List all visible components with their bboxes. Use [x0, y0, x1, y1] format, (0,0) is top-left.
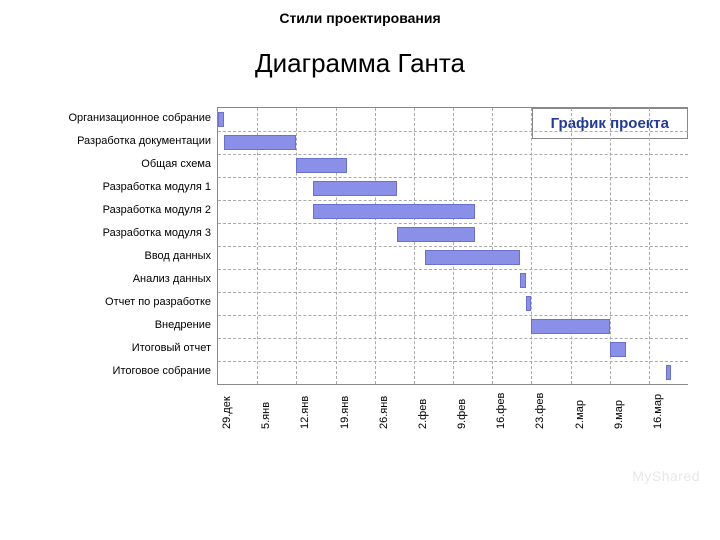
v-gridline: [296, 108, 297, 384]
x-tick-label: 12.янв: [299, 396, 311, 429]
gantt-bar: [313, 204, 475, 219]
v-gridline: [571, 108, 572, 384]
x-tick-label: 9.мар: [613, 400, 625, 429]
v-gridline: [414, 108, 415, 384]
x-tick-label: 9.фев: [456, 399, 468, 429]
gantt-bar: [666, 365, 672, 380]
x-tick-label: 5.янв: [260, 402, 272, 429]
gantt-bar: [296, 158, 346, 173]
v-gridline: [453, 108, 454, 384]
gantt-bar: [526, 296, 532, 311]
gantt-chart: Организационное собраниеРазработка докум…: [32, 107, 720, 449]
gantt-bar: [531, 319, 609, 334]
gantt-plot-area: График проекта: [217, 107, 688, 385]
v-gridline: [649, 108, 650, 384]
chart-title: Диаграмма Ганта: [0, 48, 720, 79]
task-labels-column: Организационное собраниеРазработка докум…: [32, 107, 217, 385]
v-gridline: [492, 108, 493, 384]
task-label: Итоговое собрание: [32, 360, 217, 383]
gantt-bar: [313, 181, 397, 196]
x-tick-label: 29.дек: [221, 396, 233, 429]
task-label: Анализ данных: [32, 268, 217, 291]
task-label: Разработка документации: [32, 130, 217, 153]
gantt-bar: [218, 112, 224, 127]
watermark-text: MyShared: [632, 468, 700, 484]
gantt-bar: [224, 135, 297, 150]
task-label: Итоговый отчет: [32, 337, 217, 360]
gantt-bar: [397, 227, 475, 242]
x-axis-ticks: 29.дек 5.янв 12.янв 19.янв 26.янв 2.фев 9.фев 1…: [32, 389, 720, 449]
gantt-bar: [425, 250, 520, 265]
x-tick-label: 16.фев: [495, 393, 507, 429]
x-tick-label: 23.фев: [534, 393, 546, 429]
task-label: Разработка модуля 3: [32, 222, 217, 245]
gantt-bar: [520, 273, 526, 288]
task-label: Организационное собрание: [32, 107, 217, 130]
task-label: Общая схема: [32, 153, 217, 176]
x-tick-label: 26.янв: [378, 396, 390, 429]
v-gridline: [336, 108, 337, 384]
task-label: Разработка модуля 1: [32, 176, 217, 199]
task-label: Отчет по разработке: [32, 291, 217, 314]
x-tick-label: 2.мар: [574, 400, 586, 429]
page-title: Стили проектирования: [0, 0, 720, 26]
x-tick-label: 2.фев: [417, 399, 429, 429]
x-tick-label: 19.янв: [339, 396, 351, 429]
v-gridline: [531, 108, 532, 384]
task-label: Разработка модуля 2: [32, 199, 217, 222]
gantt-bar: [610, 342, 627, 357]
task-label: Ввод данных: [32, 245, 217, 268]
v-gridline: [375, 108, 376, 384]
x-tick-label: 16.мар: [652, 394, 664, 429]
page-root: Стили проектирования Диаграмма Ганта Орг…: [0, 0, 720, 540]
task-label: Внедрение: [32, 314, 217, 337]
